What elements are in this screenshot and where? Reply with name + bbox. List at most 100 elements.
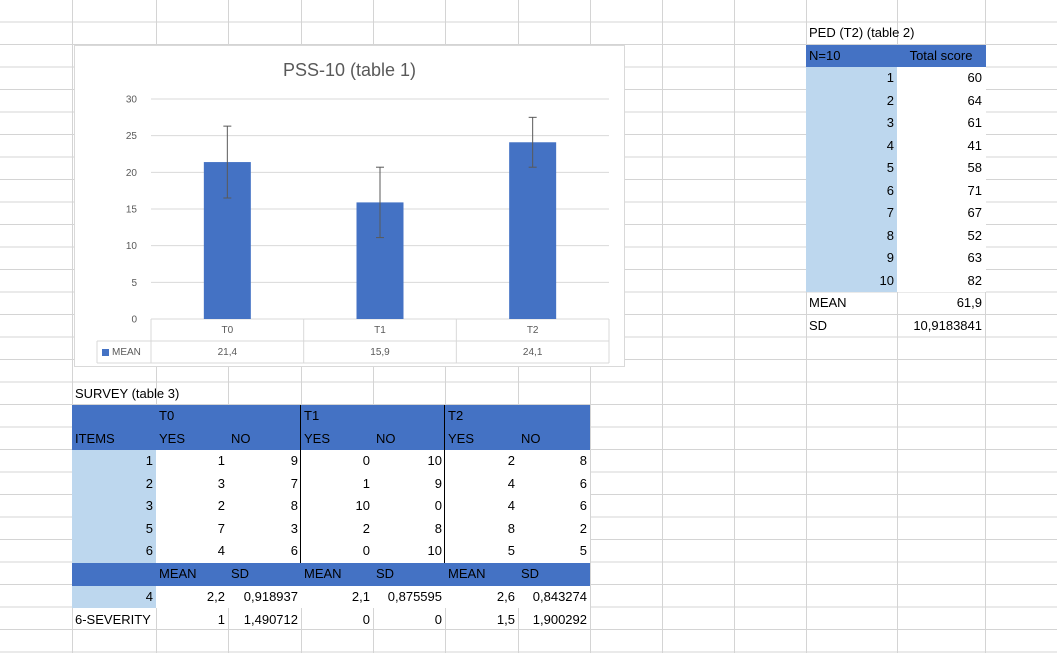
ped-row-score[interactable]: 61 [967, 115, 982, 130]
survey-cell[interactable]: 6 [290, 543, 298, 559]
ped-row-index[interactable]: 5 [886, 160, 894, 175]
survey-yes-t0[interactable]: YES [159, 431, 186, 446]
ped-row-index[interactable]: 6 [886, 182, 894, 198]
survey-cell[interactable]: 4 [507, 475, 515, 491]
ped-row-index[interactable]: 4 [886, 137, 894, 153]
ped-row-index[interactable]: 9 [886, 250, 894, 265]
category-label: T2 [527, 325, 539, 336]
survey-cell[interactable]: 4 [507, 498, 515, 514]
ped-row-score[interactable]: 60 [967, 70, 982, 85]
survey-cell[interactable]: 1 [362, 475, 370, 491]
survey-stat-cell[interactable]: 0 [362, 612, 370, 627]
survey-row-item[interactable]: 2 [145, 475, 153, 491]
survey-stat-cell[interactable]: 2,1 [351, 589, 370, 604]
pss-10-chart[interactable]: PSS-10 (table 1) 0 5 10 15 20 25 30 T0 21,4 T1 15,… [74, 45, 625, 367]
survey-cell[interactable]: 10 [355, 498, 370, 514]
survey-sd-t0[interactable]: SD [231, 566, 250, 581]
ped-sd-label[interactable]: SD [809, 318, 828, 333]
survey-cell[interactable]: 9 [434, 475, 442, 491]
survey-row-item[interactable]: 3 [145, 498, 153, 514]
survey-mean-t0[interactable]: MEAN [159, 566, 197, 581]
ped-row-score[interactable]: 71 [967, 182, 982, 198]
survey-cell[interactable]: 7 [217, 520, 225, 536]
ped-row-score[interactable]: 82 [967, 272, 982, 288]
y-tick-label: 10 [126, 241, 138, 252]
survey-row-item[interactable]: 1 [145, 453, 153, 468]
survey-sd-t1[interactable]: SD [376, 566, 395, 581]
bar [509, 142, 557, 319]
y-tick-label: 0 [131, 315, 137, 326]
survey-stat-cell[interactable]: 1 [217, 612, 225, 627]
survey-cell[interactable]: 8 [507, 520, 515, 536]
survey-stat-cell[interactable]: 0 [434, 612, 442, 627]
ped-row-index[interactable]: 10 [879, 272, 894, 288]
survey-stat-cell[interactable]: 0,918937 [243, 589, 298, 604]
ped-mean-label[interactable]: MEAN [809, 295, 847, 310]
ped-sd-value[interactable]: 10,9183841 [913, 318, 982, 333]
ped-row-score[interactable]: 58 [967, 160, 982, 175]
ped-mean-value[interactable]: 61,9 [956, 295, 982, 310]
ped-row-index[interactable]: 2 [886, 92, 894, 108]
survey-cell[interactable]: 7 [290, 475, 298, 491]
survey-stat-cell[interactable]: 2,6 [496, 589, 515, 604]
survey-cell[interactable]: 2 [362, 520, 370, 536]
survey-cell[interactable]: 8 [434, 520, 442, 536]
survey-cell[interactable]: 5 [579, 543, 587, 559]
ped-row-index[interactable]: 7 [886, 205, 894, 220]
survey-row-item[interactable]: 6 [145, 543, 153, 559]
survey-stat-item[interactable]: 4 [145, 589, 153, 604]
survey-cell[interactable]: 0 [362, 543, 370, 559]
survey-stat-cell[interactable]: 1,490712 [243, 612, 298, 627]
survey-cell[interactable]: 2 [507, 453, 515, 468]
survey-cell[interactable]: 2 [217, 498, 225, 514]
ped-row-score[interactable]: 63 [967, 250, 982, 265]
chart-plot: 0 5 10 15 20 25 30 T0 21,4 T1 15,9 T2 24,1 MEAN [96, 95, 610, 364]
survey-cell[interactable]: 6 [579, 475, 587, 491]
survey-stat-cell[interactable]: 2,2 [206, 589, 225, 604]
survey-no-t0[interactable]: NO [231, 431, 251, 446]
survey-cell[interactable]: 10 [427, 543, 442, 559]
category-label: T1 [374, 325, 386, 336]
survey-cell[interactable]: 8 [290, 498, 298, 514]
survey-cell[interactable]: 9 [290, 453, 298, 468]
survey-cell[interactable]: 10 [427, 453, 442, 468]
ped-row-index[interactable]: 8 [886, 227, 894, 243]
ped-row-score[interactable]: 52 [967, 227, 982, 243]
survey-stat-cell[interactable]: 0,875595 [387, 589, 442, 604]
ped-row-score[interactable]: 64 [967, 92, 982, 108]
survey-no-t2[interactable]: NO [521, 431, 541, 446]
ped-row-index[interactable]: 3 [886, 115, 894, 130]
survey-group-t1[interactable]: T1 [304, 408, 320, 423]
survey-cell[interactable]: 8 [579, 453, 587, 468]
survey-cell[interactable]: 0 [434, 498, 442, 514]
survey-stat-item[interactable]: 6-SEVERITY [75, 612, 151, 627]
survey-cell[interactable]: 1 [217, 453, 225, 468]
ped-index-fill [806, 67, 897, 292]
survey-items-label[interactable]: ITEMS [75, 431, 115, 446]
survey-yes-t1[interactable]: YES [304, 431, 331, 446]
survey-cell[interactable]: 6 [579, 498, 587, 514]
survey-cell[interactable]: 5 [507, 543, 515, 559]
ped-row-score[interactable]: 41 [967, 137, 982, 153]
survey-yes-t2[interactable]: YES [448, 431, 475, 446]
survey-stat-cell[interactable]: 1,900292 [532, 612, 587, 627]
survey-sd-t2[interactable]: SD [521, 566, 540, 581]
survey-no-t1[interactable]: NO [376, 431, 396, 446]
survey-stat-cell[interactable]: 1,5 [496, 612, 515, 627]
survey-cell[interactable]: 4 [217, 543, 225, 559]
survey-mean-t1[interactable]: MEAN [304, 566, 342, 581]
survey-header [72, 405, 590, 450]
survey-group-t0[interactable]: T0 [159, 408, 175, 423]
survey-row-item[interactable]: 5 [145, 520, 153, 536]
survey-mean-t2[interactable]: MEAN [448, 566, 486, 581]
survey-cell[interactable]: 3 [290, 520, 298, 536]
survey-stat-cell[interactable]: 0,843274 [532, 589, 587, 604]
ped-row-score[interactable]: 67 [967, 205, 982, 220]
survey-cell[interactable]: 2 [579, 520, 587, 536]
survey-cell[interactable]: 0 [362, 453, 370, 468]
survey-group-t2[interactable]: T2 [448, 408, 464, 423]
survey-cell[interactable]: 3 [217, 475, 225, 491]
ped-row-index[interactable]: 1 [886, 70, 894, 85]
ped-col-score[interactable]: Total score [909, 48, 973, 63]
ped-col-n[interactable]: N=10 [809, 48, 841, 63]
